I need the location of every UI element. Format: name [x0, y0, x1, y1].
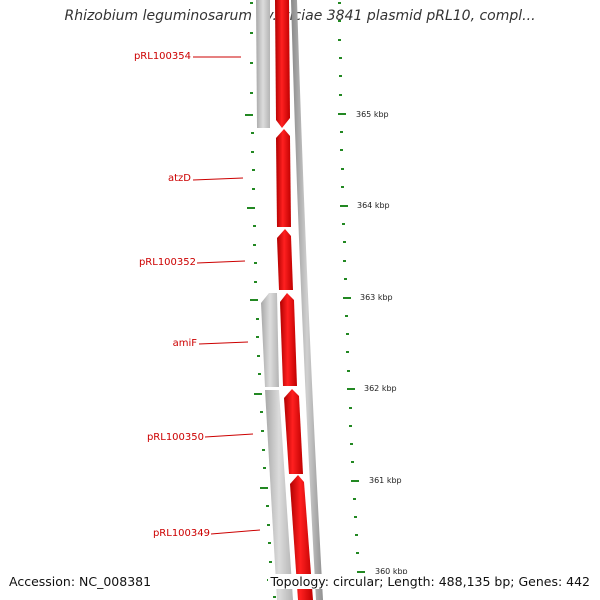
scale-label-365: 365 kbp: [356, 110, 389, 119]
forward-gene-2[interactable]: [276, 129, 291, 227]
forward-gene-4[interactable]: [280, 293, 297, 386]
scale-labels: 365 kbp 364 kbp 363 kbp 362 kbp 361 kbp …: [356, 110, 408, 576]
gene-label-prl100349[interactable]: pRL100349: [153, 528, 210, 539]
reverse-gene-3[interactable]: [265, 390, 293, 600]
scale-label-362: 362 kbp: [364, 384, 397, 393]
accession-text: Accession: NC_008381: [9, 574, 152, 589]
backbone-ring: [291, 0, 323, 600]
forward-gene-3[interactable]: [277, 229, 293, 290]
gene-label-atzd[interactable]: atzD: [168, 173, 191, 184]
reverse-gene-1[interactable]: [256, 0, 270, 128]
reverse-gene-2[interactable]: [261, 293, 279, 387]
gene-labels: pRL100354 atzD pRL100352 amiF pRL100350 …: [134, 51, 210, 539]
forward-gene-5[interactable]: [284, 389, 303, 474]
topology-info: Topology: circular; Length: 488,135 bp; …: [267, 574, 590, 589]
scale-label-360: 360 kbp: [375, 567, 408, 576]
gene-label-prl100352[interactable]: pRL100352: [139, 257, 196, 268]
forward-gene-6[interactable]: [290, 475, 313, 600]
forward-gene-1[interactable]: [275, 0, 290, 128]
inner-tick-row: [245, 2, 276, 598]
gene-label-prl100350[interactable]: pRL100350: [147, 432, 204, 443]
gene-label-prl100354[interactable]: pRL100354: [134, 51, 191, 62]
map-title: Rhizobium leguminosarum bv. viciae 3841 …: [64, 8, 536, 24]
gene-leader-lines: [192, 56, 261, 535]
gene-label-amif[interactable]: amiF: [173, 338, 198, 349]
scale-label-361: 361 kbp: [369, 476, 402, 485]
scale-label-363: 363 kbp: [360, 293, 393, 302]
outer-tick-row: [338, 2, 365, 573]
scale-label-364: 364 kbp: [357, 201, 390, 210]
